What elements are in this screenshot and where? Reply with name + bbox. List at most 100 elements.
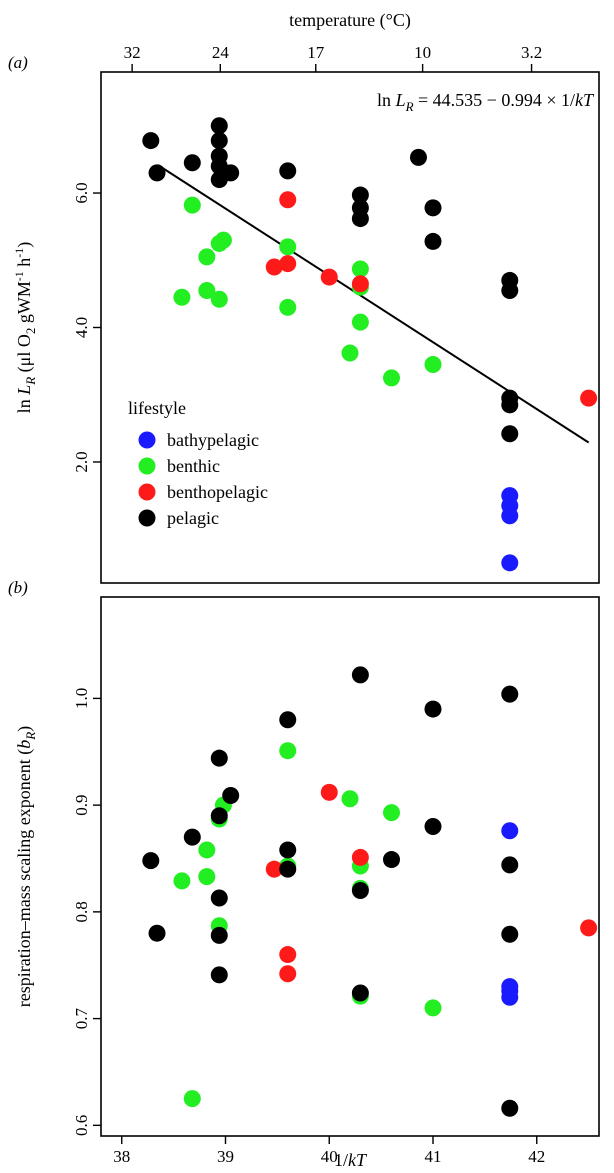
- y-tick-label: 0.8: [72, 901, 91, 922]
- point-pelagic: [351, 984, 369, 1002]
- point-benthic: [383, 804, 400, 822]
- x-tick-label: 39: [217, 1147, 234, 1166]
- top-tick-label: 32: [124, 43, 141, 62]
- point-benthopelagic: [351, 275, 369, 293]
- point-pelagic: [501, 396, 519, 414]
- point-benthic: [198, 868, 216, 886]
- x-tick-label: 40: [321, 1147, 338, 1166]
- point-pelagic: [424, 817, 442, 835]
- point-benthopelagic: [265, 258, 283, 276]
- point-pelagic: [351, 882, 369, 900]
- point-pelagic: [424, 700, 442, 718]
- point-benthopelagic: [279, 191, 297, 209]
- point-pelagic: [424, 232, 442, 250]
- series-pelagic: [142, 117, 519, 443]
- panel-a: (a) 2.0 4.0 6.0 32 24 17 10 3.2 temperature (°C) l…: [8, 10, 600, 584]
- point-benthic: [351, 313, 369, 331]
- series-benthic: [173, 196, 442, 387]
- point-benthopelagic: [279, 255, 297, 273]
- legend-title: lifestyle: [128, 398, 186, 418]
- point-pelagic: [279, 841, 297, 859]
- point-benthic: [173, 288, 191, 306]
- point-benthic: [424, 999, 442, 1017]
- point-bathypelagic: [501, 988, 519, 1006]
- point-pelagic: [501, 685, 519, 703]
- point-bathypelagic: [501, 554, 519, 572]
- point-benthopelagic: [320, 783, 338, 801]
- point-benthic: [214, 231, 232, 249]
- y-tick-label: 6.0: [72, 182, 91, 203]
- point-benthopelagic: [265, 860, 283, 878]
- panel-label: (a): [8, 53, 28, 72]
- point-benthopelagic: [279, 946, 297, 964]
- point-benthic: [383, 369, 400, 387]
- point-benthic: [279, 238, 297, 256]
- y-tick-label: 0.7: [72, 1007, 91, 1029]
- point-benthic: [198, 282, 216, 300]
- point-benthic: [351, 260, 369, 278]
- point-pelagic: [424, 199, 442, 217]
- top-tick-label: 10: [414, 43, 431, 62]
- legend-label: benthic: [167, 456, 220, 476]
- point-pelagic: [501, 856, 519, 874]
- point-pelagic: [210, 889, 228, 907]
- y-tick-label: 0.9: [72, 795, 91, 816]
- point-pelagic: [222, 787, 240, 805]
- point-pelagic: [351, 666, 369, 684]
- point-pelagic: [501, 1099, 519, 1117]
- point-benthopelagic: [580, 389, 598, 407]
- point-pelagic: [210, 926, 228, 944]
- series-bathypelagic: [501, 822, 519, 1006]
- point-benthopelagic: [580, 919, 598, 937]
- plot-frame: [100, 71, 600, 584]
- legend-marker-pelagic: [138, 509, 156, 527]
- point-pelagic: [279, 711, 297, 729]
- point-benthic: [183, 1090, 201, 1108]
- point-pelagic: [501, 282, 519, 300]
- top-tick-label: 24: [212, 43, 230, 62]
- point-pelagic: [183, 828, 201, 846]
- point-pelagic: [210, 966, 228, 984]
- x-tick-label: 38: [113, 1147, 130, 1166]
- point-benthic: [198, 248, 216, 266]
- y-axis-label: ln LR (μl O2 gWM-1 h-1): [12, 242, 38, 414]
- point-pelagic: [142, 132, 160, 150]
- point-pelagic: [501, 925, 519, 943]
- point-bathypelagic: [501, 507, 519, 525]
- point-benthic: [341, 344, 359, 362]
- point-pelagic: [210, 807, 228, 825]
- legend-label: pelagic: [167, 508, 219, 528]
- point-benthic: [424, 355, 442, 373]
- point-pelagic: [210, 749, 228, 767]
- series-benthic: [173, 742, 442, 1108]
- legend-label: bathypelagic: [167, 430, 259, 450]
- series-bathypelagic: [501, 487, 519, 572]
- y-tick-label: 1.0: [72, 688, 91, 709]
- y-tick-label: 4.0: [72, 317, 91, 338]
- legend-marker-bathypelagic: [138, 431, 156, 449]
- point-benthopelagic: [351, 848, 369, 866]
- point-pelagic: [183, 154, 201, 172]
- point-benthopelagic: [320, 268, 338, 286]
- point-pelagic: [142, 852, 160, 870]
- point-pelagic: [222, 164, 240, 182]
- point-pelagic: [501, 425, 519, 443]
- point-pelagic: [210, 117, 228, 135]
- series-benthopelagic: [265, 191, 598, 407]
- point-pelagic: [409, 148, 427, 166]
- point-benthic: [279, 742, 297, 760]
- point-benthic: [198, 841, 216, 859]
- point-benthic: [341, 790, 359, 808]
- panel-b: (b) 0.6 0.7 0.8 0.9 1.0 38 39 40 41 42 1/kT respirat…: [8, 578, 600, 1170]
- point-pelagic: [351, 210, 369, 228]
- point-pelagic: [210, 132, 228, 150]
- point-bathypelagic: [501, 822, 519, 840]
- x-tick-label: 41: [425, 1147, 442, 1166]
- point-pelagic: [383, 851, 400, 869]
- legend-marker-benthic: [138, 457, 156, 475]
- legend: lifestyle bathypelagic benthic benthopelagi…: [128, 398, 268, 528]
- point-pelagic: [148, 924, 166, 942]
- series-benthopelagic: [265, 783, 598, 983]
- top-axis-label: temperature (°C): [289, 10, 411, 31]
